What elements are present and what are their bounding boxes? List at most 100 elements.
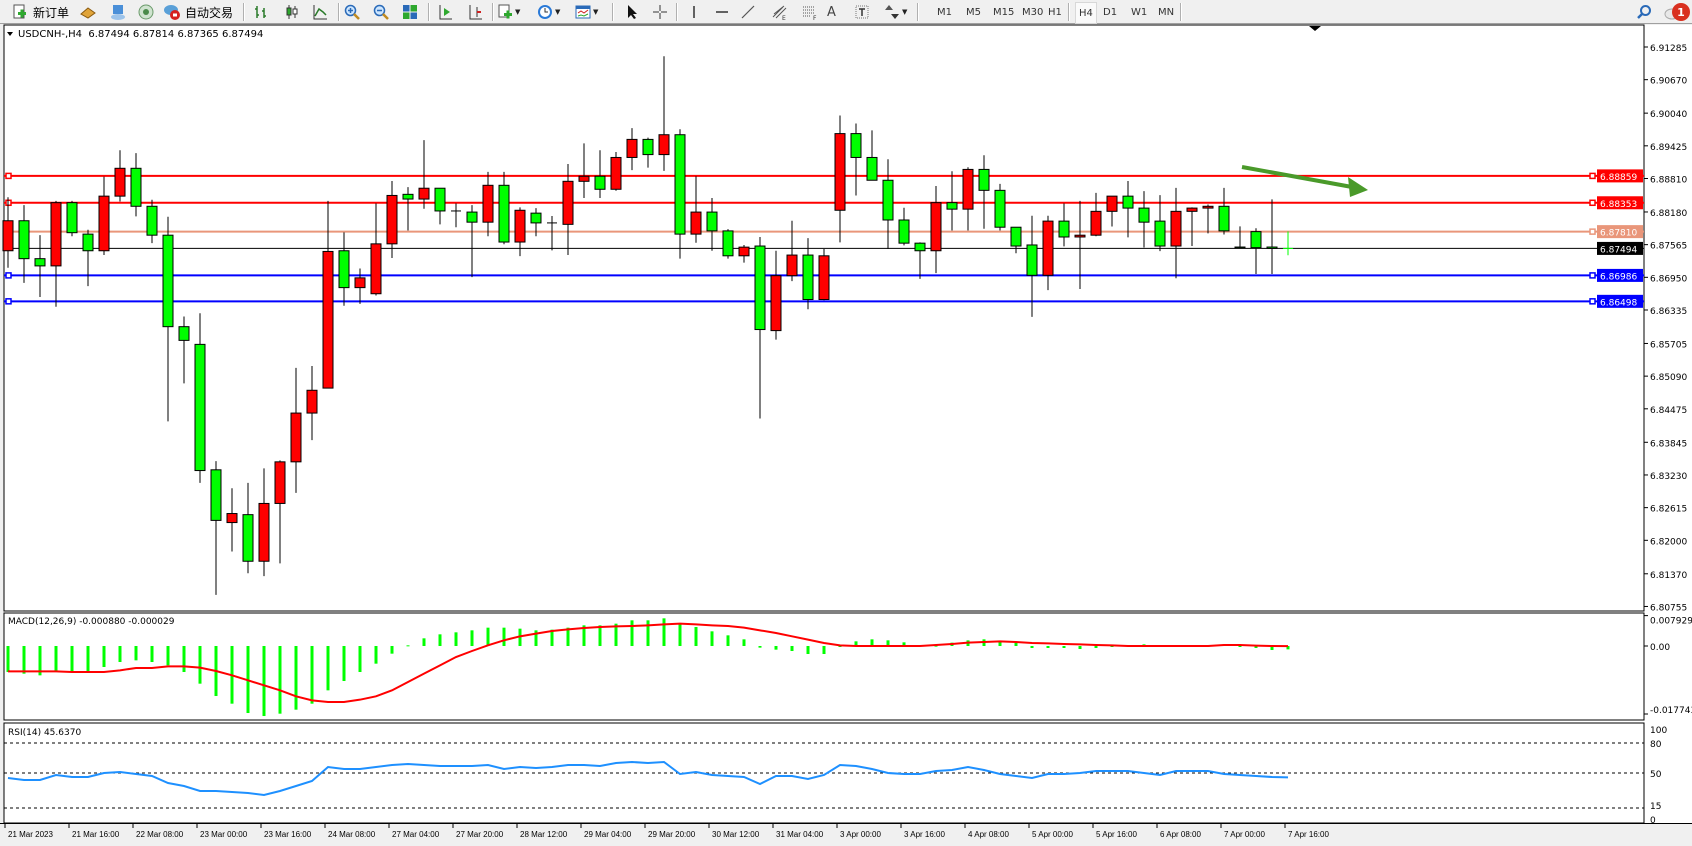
dropdown-arrow-icon[interactable]: ▼ <box>593 8 599 16</box>
zoom-out-button[interactable] <box>373 2 389 22</box>
timeframe-m5-button[interactable]: M5 <box>966 6 981 18</box>
indicators-button[interactable]: ▼ <box>575 2 598 22</box>
bear-candle <box>706 211 718 232</box>
timeframe-m1-button[interactable]: M1 <box>937 6 952 18</box>
level-line-handle[interactable] <box>1589 199 1596 207</box>
trendline-button[interactable] <box>740 2 756 22</box>
macd-histogram-bar <box>406 645 410 647</box>
time-tick-label: 24 Mar 08:00 <box>328 830 376 839</box>
equidistant-channel-button[interactable]: E <box>772 2 788 22</box>
macd-histogram-bar <box>150 646 154 663</box>
dropdown-arrow-icon[interactable]: ▼ <box>555 8 561 16</box>
collapse-triangle-icon[interactable] <box>7 32 13 36</box>
trend-arrow[interactable] <box>1241 165 1368 197</box>
timeframe-w1-button[interactable]: W1 <box>1131 6 1148 18</box>
bear-candle <box>402 193 414 200</box>
chart-shift-button[interactable] <box>467 2 483 22</box>
bar-chart-button[interactable] <box>253 2 269 22</box>
price-tick-label: 6.90040 <box>1650 110 1687 120</box>
level-line-handle[interactable] <box>5 272 12 279</box>
timeframe-h4-button[interactable]: H4 <box>1075 2 1097 24</box>
level-line-handle[interactable] <box>5 298 12 305</box>
bull-candle <box>770 275 782 332</box>
macd-histogram-bar <box>486 627 490 646</box>
bull-candle <box>1186 207 1198 212</box>
macd-histogram-bar <box>806 646 810 655</box>
crosshair-icon <box>652 4 668 20</box>
timeframe-m30-button[interactable]: M30 <box>1022 6 1044 18</box>
macd-histogram-bar <box>1014 642 1018 646</box>
vertical-line-button[interactable] <box>686 2 702 22</box>
timeframe-d1-button[interactable]: D1 <box>1103 6 1118 18</box>
bear-candle <box>1058 220 1070 238</box>
periods-button[interactable]: ▼ <box>537 2 560 22</box>
bear-candle <box>1250 231 1262 249</box>
dropdown-arrow-icon[interactable]: ▼ <box>902 8 908 16</box>
chart-header: USDCNH-,H4 6.87494 6.87814 6.87365 6.874… <box>18 29 263 40</box>
new-order-icon <box>12 4 28 20</box>
time-tick-label: 7 Apr 00:00 <box>1224 830 1265 839</box>
bull-candle <box>290 412 302 463</box>
cursor-icon <box>624 4 640 20</box>
macd-tick-label: 0.00 <box>1650 643 1670 653</box>
zoom-in-icon <box>344 4 360 20</box>
time-tick-label: 5 Apr 16:00 <box>1096 830 1137 839</box>
auto-scroll-button[interactable] <box>437 2 453 22</box>
price-badge <box>1597 294 1643 308</box>
bull-candle <box>658 134 670 156</box>
tile-windows-button[interactable] <box>402 2 418 22</box>
bull-candle <box>1074 234 1086 238</box>
level-line-handle[interactable] <box>1589 272 1596 279</box>
timeframe-h1-button[interactable]: H1 <box>1048 6 1062 18</box>
crosshair-button[interactable] <box>652 2 668 22</box>
bear-candle <box>82 233 94 252</box>
market-watch-button[interactable] <box>110 2 126 22</box>
macd-pane <box>3 612 1645 721</box>
time-tick-label: 23 Mar 16:00 <box>264 830 312 839</box>
text-button[interactable]: A <box>827 2 836 22</box>
candlestick-button[interactable] <box>284 2 300 22</box>
chart-shift-marker[interactable] <box>1309 26 1321 31</box>
notification-badge: 1 <box>1672 3 1690 21</box>
macd-histogram-bar <box>54 646 58 673</box>
timeframe-m15-button[interactable]: M15 <box>993 6 1015 18</box>
auto-trading-label: 自动交易 <box>185 5 234 20</box>
notifications-button[interactable]: 1 <box>1664 2 1690 22</box>
bear-candle <box>498 184 510 243</box>
bear-candle <box>1218 205 1230 232</box>
macd-histogram-bar <box>646 620 650 646</box>
horizontal-line-icon <box>714 4 730 20</box>
level-line-handle[interactable] <box>1589 172 1596 180</box>
macd-histogram-bar <box>374 646 378 664</box>
zoom-in-button[interactable] <box>344 2 360 22</box>
level-line-handle[interactable] <box>1589 298 1596 305</box>
text-label-button[interactable] <box>854 2 870 22</box>
timeframe-mn-button[interactable]: MN <box>1158 6 1175 18</box>
macd-histogram-bar <box>262 646 266 717</box>
level-line-handle[interactable] <box>1589 228 1596 235</box>
macd-histogram-bar <box>182 646 186 673</box>
new-order-button[interactable]: 新订单 <box>12 2 69 22</box>
price-badge <box>1597 268 1643 282</box>
level-line-handle[interactable] <box>5 172 12 180</box>
data-folder-button[interactable] <box>80 2 96 22</box>
auto-trading-button[interactable]: 自动交易 <box>164 2 233 22</box>
bear-candle <box>194 343 206 472</box>
horizontal-line-button[interactable] <box>714 2 730 22</box>
price-tick-label: 6.88180 <box>1650 209 1687 219</box>
macd-histogram-bar <box>630 620 634 646</box>
signals-button[interactable] <box>138 2 154 22</box>
fibonacci-button[interactable]: F <box>802 2 818 22</box>
new-chart-button[interactable]: ▼ <box>497 2 520 22</box>
bull-candle <box>482 184 494 223</box>
bull-candle <box>258 502 270 562</box>
cursor-button[interactable] <box>624 2 640 22</box>
line-chart-button[interactable] <box>312 2 328 22</box>
dropdown-arrow-icon[interactable]: ▼ <box>515 8 521 16</box>
market-watch-icon <box>110 4 126 20</box>
macd-histogram-bar <box>70 646 74 673</box>
bear-candle <box>1026 244 1038 276</box>
arrows-button[interactable]: ▼ <box>884 2 907 22</box>
search-button[interactable] <box>1636 2 1652 22</box>
